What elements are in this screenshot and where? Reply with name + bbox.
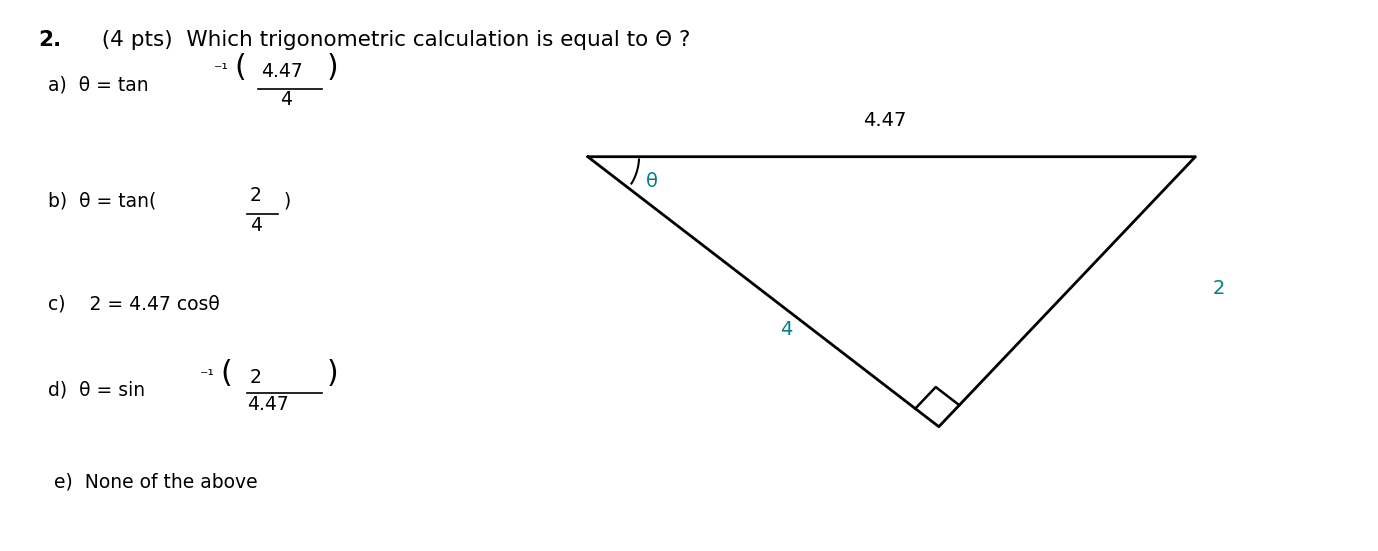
Text: 2: 2: [251, 186, 262, 206]
Text: ⁻¹: ⁻¹: [214, 62, 229, 77]
Text: 2: 2: [251, 369, 262, 387]
Text: 4: 4: [280, 90, 292, 109]
Text: 4.47: 4.47: [863, 111, 907, 129]
Text: (4 pts)  Which trigonometric calculation is equal to Θ ?: (4 pts) Which trigonometric calculation …: [88, 30, 690, 50]
Text: ): ): [284, 192, 291, 211]
Text: e)  None of the above: e) None of the above: [54, 473, 258, 491]
Text: (: (: [220, 359, 232, 388]
Text: 4.47: 4.47: [260, 62, 303, 81]
Text: d)  θ = sin: d) θ = sin: [47, 381, 145, 400]
Text: ): ): [327, 53, 339, 82]
Text: θ: θ: [646, 171, 657, 191]
Text: b)  θ = tan(: b) θ = tan(: [47, 192, 156, 211]
Text: 2: 2: [1213, 279, 1225, 299]
Text: 2.: 2.: [39, 30, 62, 50]
Text: ⁻¹: ⁻¹: [200, 369, 215, 383]
Text: ): ): [327, 359, 339, 388]
Text: 4.47: 4.47: [248, 395, 289, 414]
Text: (: (: [234, 53, 245, 82]
Text: 4: 4: [251, 215, 262, 235]
Text: c)    2 = 4.47 cosθ: c) 2 = 4.47 cosθ: [47, 294, 219, 314]
Text: a)  θ = tan: a) θ = tan: [47, 75, 149, 95]
Text: 4: 4: [780, 320, 792, 339]
